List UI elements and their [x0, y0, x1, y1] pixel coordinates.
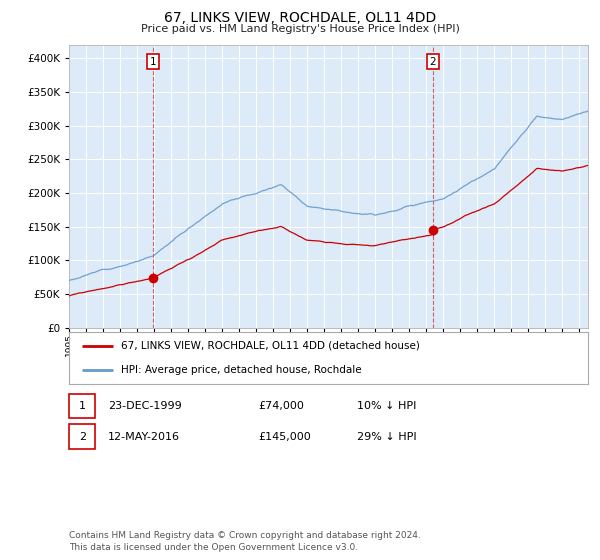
Text: 10% ↓ HPI: 10% ↓ HPI: [357, 401, 416, 411]
Text: HPI: Average price, detached house, Rochdale: HPI: Average price, detached house, Roch…: [121, 365, 362, 375]
Text: 67, LINKS VIEW, ROCHDALE, OL11 4DD: 67, LINKS VIEW, ROCHDALE, OL11 4DD: [164, 11, 436, 25]
Text: 29% ↓ HPI: 29% ↓ HPI: [357, 432, 416, 442]
Text: Price paid vs. HM Land Registry's House Price Index (HPI): Price paid vs. HM Land Registry's House …: [140, 24, 460, 34]
Text: 23-DEC-1999: 23-DEC-1999: [108, 401, 182, 411]
Text: 67, LINKS VIEW, ROCHDALE, OL11 4DD (detached house): 67, LINKS VIEW, ROCHDALE, OL11 4DD (deta…: [121, 341, 420, 351]
Text: 1: 1: [79, 401, 86, 411]
Text: £74,000: £74,000: [258, 401, 304, 411]
Text: 1: 1: [150, 57, 157, 67]
Text: £145,000: £145,000: [258, 432, 311, 442]
Text: Contains HM Land Registry data © Crown copyright and database right 2024.
This d: Contains HM Land Registry data © Crown c…: [69, 531, 421, 552]
Text: 2: 2: [79, 432, 86, 442]
Text: 12-MAY-2016: 12-MAY-2016: [108, 432, 180, 442]
Text: 2: 2: [430, 57, 436, 67]
